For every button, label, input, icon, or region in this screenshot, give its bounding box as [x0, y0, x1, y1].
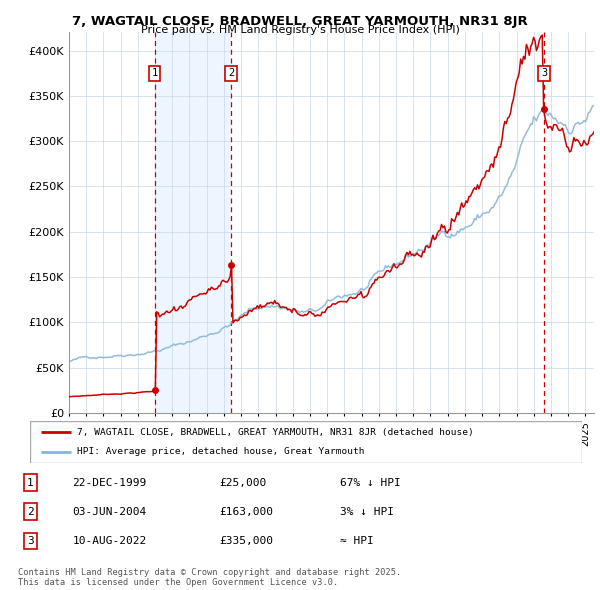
Text: Contains HM Land Registry data © Crown copyright and database right 2025.
This d: Contains HM Land Registry data © Crown c…	[18, 568, 401, 587]
Text: ≈ HPI: ≈ HPI	[340, 536, 374, 546]
Bar	[155, 32, 231, 413]
Text: 2: 2	[27, 507, 34, 517]
Text: £163,000: £163,000	[220, 507, 274, 517]
Text: 7, WAGTAIL CLOSE, BRADWELL, GREAT YARMOUTH, NR31 8JR (detached house): 7, WAGTAIL CLOSE, BRADWELL, GREAT YARMOU…	[77, 428, 473, 437]
Text: 2: 2	[228, 68, 234, 78]
Text: 3: 3	[541, 68, 547, 78]
Text: HPI: Average price, detached house, Great Yarmouth: HPI: Average price, detached house, Grea…	[77, 447, 364, 456]
Text: £335,000: £335,000	[220, 536, 274, 546]
Text: 1: 1	[27, 477, 34, 487]
Text: Price paid vs. HM Land Registry's House Price Index (HPI): Price paid vs. HM Land Registry's House …	[140, 25, 460, 35]
FancyBboxPatch shape	[30, 421, 582, 463]
Text: 03-JUN-2004: 03-JUN-2004	[73, 507, 147, 517]
Text: 10-AUG-2022: 10-AUG-2022	[73, 536, 147, 546]
Text: 3: 3	[27, 536, 34, 546]
Text: 7, WAGTAIL CLOSE, BRADWELL, GREAT YARMOUTH, NR31 8JR: 7, WAGTAIL CLOSE, BRADWELL, GREAT YARMOU…	[72, 15, 528, 28]
Text: 3% ↓ HPI: 3% ↓ HPI	[340, 507, 394, 517]
Text: £25,000: £25,000	[220, 477, 266, 487]
Text: 22-DEC-1999: 22-DEC-1999	[73, 477, 147, 487]
Text: 67% ↓ HPI: 67% ↓ HPI	[340, 477, 401, 487]
Text: 1: 1	[151, 68, 158, 78]
